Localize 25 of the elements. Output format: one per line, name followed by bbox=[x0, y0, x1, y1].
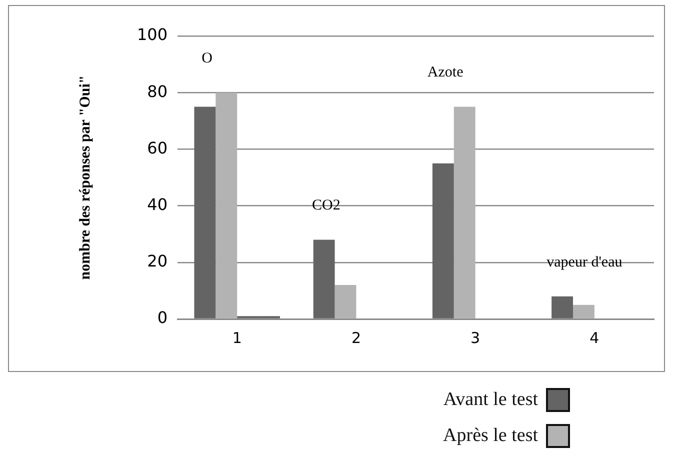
y-tick-label: 80 bbox=[147, 82, 168, 101]
x-tick-label: 4 bbox=[590, 328, 600, 347]
y-tick-label: 20 bbox=[147, 252, 168, 271]
bar bbox=[454, 106, 476, 318]
x-tick-label: 2 bbox=[351, 328, 361, 347]
bar bbox=[334, 285, 356, 318]
y-tick-label: 40 bbox=[147, 194, 168, 214]
bar bbox=[313, 240, 335, 318]
x-tick-label: 1 bbox=[232, 328, 242, 347]
y-axis-title: nombre des réponses par "Oui" bbox=[77, 75, 94, 280]
bar bbox=[573, 304, 594, 318]
bar bbox=[432, 163, 454, 318]
x-tick-label: 3 bbox=[470, 328, 480, 347]
legend-label: Avant le test bbox=[443, 389, 538, 411]
annotation: vapeur d'eau bbox=[546, 254, 623, 270]
y-tick-label: 100 bbox=[136, 25, 168, 44]
bar bbox=[216, 92, 238, 318]
bar bbox=[552, 296, 573, 318]
bar bbox=[194, 106, 216, 318]
y-tick-label: 60 bbox=[147, 138, 168, 158]
annotation: CO2 bbox=[312, 198, 340, 214]
annotation: Azote bbox=[427, 64, 464, 81]
y-tick-label: 0 bbox=[157, 308, 168, 328]
legend-label: Après le test bbox=[443, 425, 538, 447]
annotation: O bbox=[202, 50, 213, 67]
